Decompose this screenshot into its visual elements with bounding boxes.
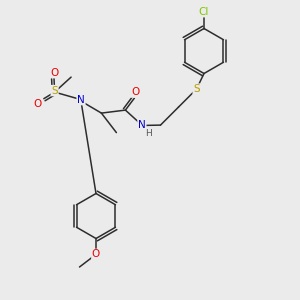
Text: S: S	[193, 84, 200, 94]
Text: N: N	[138, 120, 146, 130]
Text: O: O	[50, 68, 58, 78]
Text: O: O	[131, 87, 140, 97]
Text: Cl: Cl	[199, 7, 209, 17]
Text: N: N	[77, 94, 85, 105]
Text: H: H	[145, 129, 152, 138]
Text: O: O	[92, 249, 100, 260]
Text: S: S	[51, 85, 58, 96]
Text: O: O	[34, 99, 42, 109]
